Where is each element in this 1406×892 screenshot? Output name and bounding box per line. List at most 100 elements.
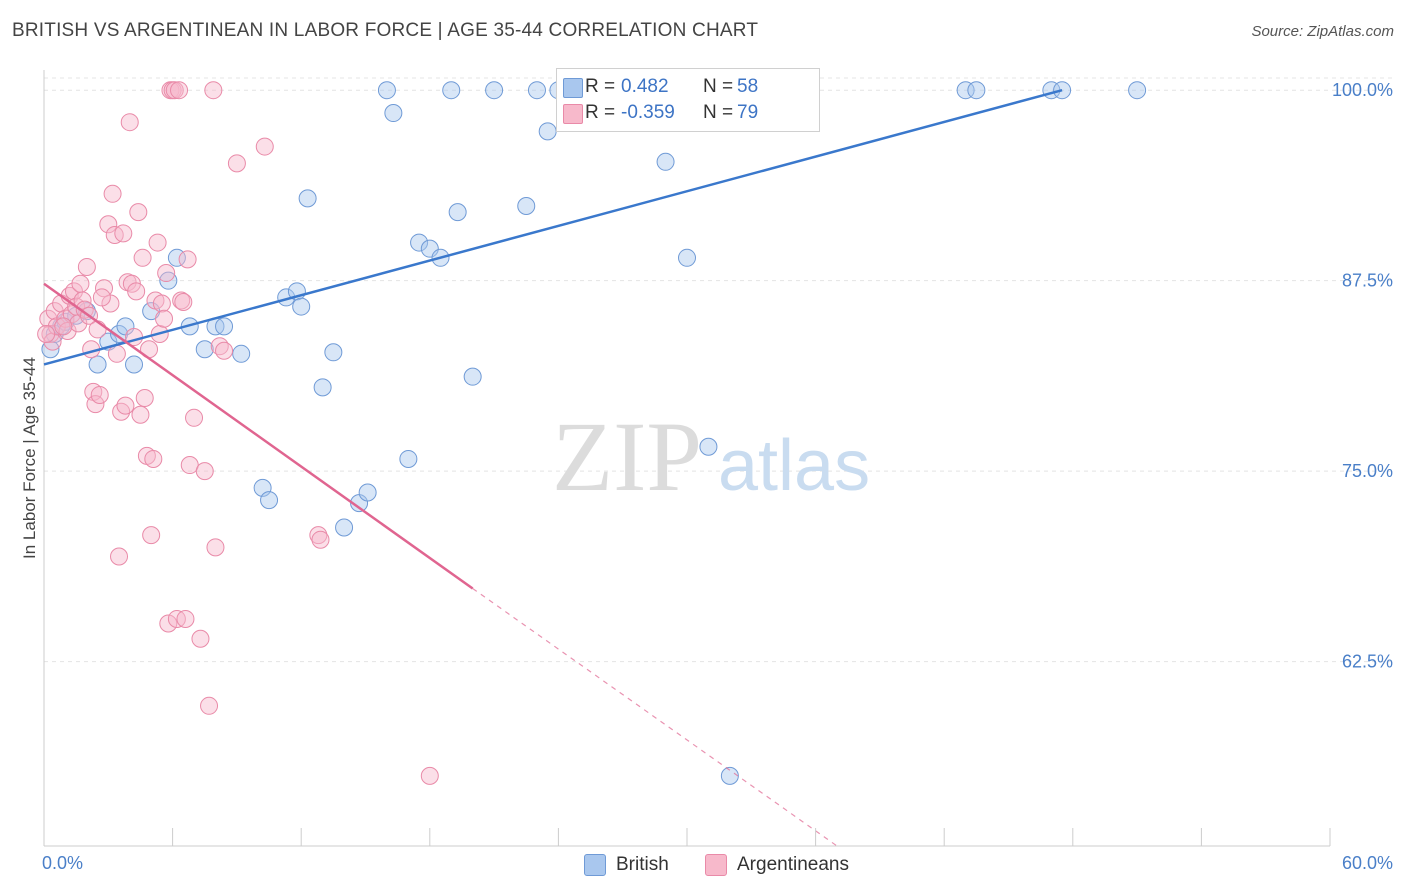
series-legend-british[interactable]: British <box>584 852 669 878</box>
watermark-atlas: atlas <box>718 426 870 506</box>
argentinean-point <box>114 224 133 243</box>
british-point <box>410 233 429 252</box>
british-point <box>335 518 354 537</box>
argentinean-point <box>45 302 64 321</box>
x-tick-label: 0.0% <box>42 853 83 873</box>
correlation-legend: R = 0.482 N = 58 R = -0.359 N = 79 <box>556 68 820 132</box>
argentinean-point <box>170 81 189 100</box>
british-point <box>442 81 461 100</box>
argentinean-point <box>165 81 184 100</box>
british-point <box>967 81 986 100</box>
british-point <box>517 197 536 215</box>
legend-swatch-argentineans <box>563 104 583 124</box>
british-point <box>377 81 396 100</box>
legend-r-value: 0.482 <box>621 76 669 97</box>
argentinean-point <box>157 264 176 283</box>
argentinean-point <box>195 462 214 481</box>
british-point <box>358 483 377 502</box>
argentinean-point <box>110 547 129 566</box>
trend-layer <box>43 88 1063 847</box>
argentinean-point <box>77 257 96 276</box>
british-point <box>313 378 332 397</box>
tick-layer: 100.0% 87.5% 75.0% 62.5% 0.0% 60.0% <box>42 80 1393 873</box>
argentinean-point <box>131 405 150 424</box>
british-point <box>110 325 129 343</box>
british-trend-line <box>43 88 1063 366</box>
watermark: ZIP atlas <box>552 401 870 512</box>
y-axis-label: In Labor Force | Age 35-44 <box>20 357 39 559</box>
argentinean-trend-line <box>43 282 474 590</box>
legend-n-label: N = <box>703 76 734 97</box>
british-point <box>215 317 234 336</box>
y-tick-label: 87.5% <box>1342 271 1393 291</box>
argentinean-trend-line-extension <box>472 587 838 847</box>
argentinean-point <box>200 696 219 715</box>
british-point <box>292 297 311 316</box>
british-point <box>125 355 144 374</box>
argentinean-point <box>54 317 73 336</box>
argentinean-point <box>103 184 122 203</box>
british-point <box>88 355 107 374</box>
british-point <box>159 271 178 290</box>
argentinean-point <box>71 274 90 293</box>
chart-title: BRITISH VS ARGENTINEAN IN LABOR FORCE | … <box>12 20 759 41</box>
argentinean-point <box>144 449 163 468</box>
legend-swatch-british <box>563 78 583 98</box>
legend-r-label: R = <box>585 76 616 97</box>
argentinean-point <box>135 389 154 407</box>
series-legend: British Argentineans <box>0 852 1406 878</box>
argentinean-point <box>148 233 167 252</box>
british-point <box>538 122 557 141</box>
argentinean-point <box>37 325 56 343</box>
argentinean-point <box>133 248 152 267</box>
british-point <box>232 344 251 363</box>
y-tick-label: 62.5% <box>1342 652 1393 672</box>
british-point <box>324 343 343 362</box>
argentinean-point <box>311 530 330 549</box>
british-point <box>720 766 739 785</box>
series-legend-argentineans[interactable]: Argentineans <box>705 852 849 878</box>
argentinean-point <box>86 395 105 414</box>
british-point <box>260 491 279 510</box>
british-point <box>399 449 418 468</box>
argentinean-point <box>178 250 197 269</box>
series-label-british: British <box>616 854 669 875</box>
argentinean-point <box>92 288 111 307</box>
british-point <box>384 104 403 123</box>
legend-r-label: R = <box>585 102 616 123</box>
series-swatch-argentineans <box>705 854 727 876</box>
argentinean-point <box>152 294 171 313</box>
argentinean-point <box>159 614 178 633</box>
argentinean-point <box>204 81 223 100</box>
argentinean-point <box>174 293 193 311</box>
source-label: Source: ZipAtlas.com <box>1251 23 1394 40</box>
argentinean-point <box>155 309 174 328</box>
series-label-argentineans: Argentineans <box>737 854 849 875</box>
legend-n-value: 58 <box>737 76 759 97</box>
argentinean-point <box>129 203 148 222</box>
argentinean-point <box>99 215 118 234</box>
british-point <box>956 81 975 100</box>
x-tick-label: 60.0% <box>1342 853 1393 873</box>
argentinean-point <box>420 766 439 785</box>
british-point <box>485 81 504 100</box>
argentinean-point <box>107 344 126 363</box>
argentinean-point <box>309 526 328 545</box>
british-point <box>699 437 718 456</box>
grid-layer <box>44 77 1392 663</box>
british-point <box>463 367 482 386</box>
british-point <box>41 340 60 359</box>
british-point <box>1128 81 1147 100</box>
argentinean-point <box>43 332 62 351</box>
argentinean-point <box>116 396 135 415</box>
argentinean-point <box>227 154 246 173</box>
series-swatch-british <box>584 854 606 876</box>
british-point <box>656 152 675 171</box>
argentinean-point <box>90 385 109 404</box>
british-point <box>195 340 214 359</box>
argentinean-point <box>215 341 234 360</box>
argentinean-point <box>88 320 107 339</box>
argentinean-point <box>191 629 210 648</box>
watermark-zip: ZIP <box>552 401 702 512</box>
